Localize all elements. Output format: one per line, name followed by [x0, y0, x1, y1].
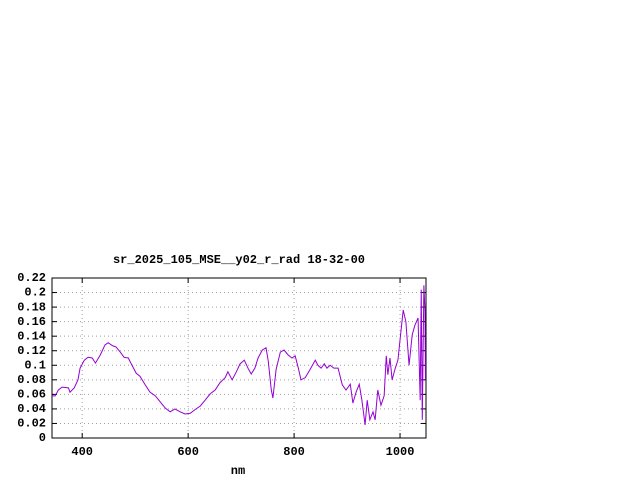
y-tick-label: 0.06 [17, 388, 46, 402]
y-tick-label: 0.1 [24, 358, 46, 372]
x-tick-label: 1000 [386, 445, 415, 459]
x-tick-label: 600 [177, 445, 199, 459]
plot-border [51, 277, 427, 439]
y-tick-label: 0.14 [17, 329, 46, 343]
y-tick-label: 0.12 [17, 344, 46, 358]
y-tick-label: 0.16 [17, 315, 46, 329]
x-axis-label: nm [231, 464, 245, 478]
y-tick-label: 0.2 [24, 286, 46, 300]
x-tick-label: 400 [71, 445, 93, 459]
x-tick-label: 800 [283, 445, 305, 459]
chart-title: sr_2025_105_MSE__y02_r_rad 18-32-00 [113, 253, 365, 267]
y-tick-label: 0.08 [17, 373, 46, 387]
y-tick-label: 0.18 [17, 300, 46, 314]
y-tick-label: 0.22 [17, 271, 46, 285]
data-line [52, 285, 426, 425]
y-tick-label: 0.02 [17, 417, 46, 431]
y-tick-label: 0.04 [17, 402, 46, 416]
y-tick-label: 0 [39, 431, 46, 445]
